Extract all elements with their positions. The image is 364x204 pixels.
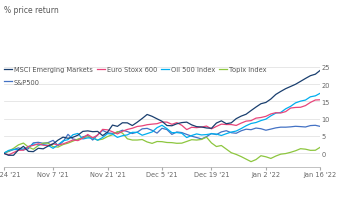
S&P500: [318, 126, 323, 128]
MSCI Emerging Markets: [7, 154, 11, 157]
Line: Oil 500 Index: Oil 500 Index: [4, 94, 320, 154]
MSCI Emerging Markets: [100, 135, 105, 137]
Line: S&P500: S&P500: [4, 126, 320, 154]
Oil 500 Index: [76, 133, 80, 135]
Oil 500 Index: [95, 139, 100, 142]
S&P500: [303, 126, 308, 129]
MSCI Emerging Markets: [1, 152, 6, 155]
Line: MSCI Emerging Markets: MSCI Emerging Markets: [4, 71, 320, 155]
Oil 500 Index: [318, 92, 323, 95]
MSCI Emerging Markets: [170, 125, 174, 127]
Euro Stoxx 600: [81, 137, 85, 140]
Topix Index: [1, 152, 6, 155]
Topix Index: [140, 139, 145, 141]
S&P500: [165, 129, 169, 131]
Euro Stoxx 600: [170, 123, 174, 126]
Topix Index: [115, 131, 120, 133]
S&P500: [313, 124, 317, 127]
Topix Index: [318, 146, 323, 149]
Euro Stoxx 600: [318, 99, 323, 102]
MSCI Emerging Markets: [81, 131, 85, 133]
S&P500: [95, 134, 100, 136]
Euro Stoxx 600: [1, 152, 6, 155]
Text: % price return: % price return: [4, 6, 58, 15]
Euro Stoxx 600: [100, 129, 105, 131]
Oil 500 Index: [1, 152, 6, 155]
MSCI Emerging Markets: [278, 91, 283, 93]
Euro Stoxx 600: [308, 102, 313, 104]
Topix Index: [170, 142, 174, 144]
Euro Stoxx 600: [278, 112, 283, 115]
Euro Stoxx 600: [140, 125, 145, 128]
MSCI Emerging Markets: [318, 70, 323, 72]
MSCI Emerging Markets: [140, 118, 145, 120]
S&P500: [135, 131, 139, 134]
Oil 500 Index: [274, 112, 278, 115]
Oil 500 Index: [135, 131, 139, 134]
Line: Topix Index: Topix Index: [4, 132, 320, 162]
Topix Index: [76, 138, 80, 141]
Topix Index: [249, 161, 253, 163]
MSCI Emerging Markets: [308, 75, 313, 78]
Topix Index: [284, 153, 288, 155]
S&P500: [274, 127, 278, 130]
Topix Index: [308, 149, 313, 152]
Line: Euro Stoxx 600: Euro Stoxx 600: [4, 100, 320, 155]
Oil 500 Index: [165, 128, 169, 130]
S&P500: [1, 152, 6, 155]
S&P500: [76, 139, 80, 141]
Topix Index: [95, 139, 100, 142]
Oil 500 Index: [308, 96, 313, 99]
Legend: S&P500: S&P500: [4, 79, 40, 85]
Euro Stoxx 600: [7, 154, 11, 156]
